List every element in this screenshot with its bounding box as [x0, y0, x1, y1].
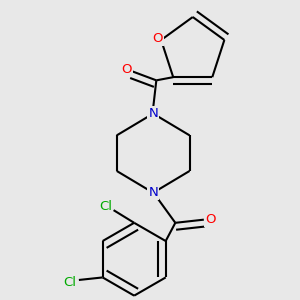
Text: O: O	[121, 63, 131, 76]
Text: N: N	[148, 107, 158, 120]
Text: O: O	[206, 212, 216, 226]
Text: O: O	[152, 32, 163, 45]
Text: N: N	[148, 186, 158, 199]
Text: Cl: Cl	[64, 276, 76, 289]
Text: Cl: Cl	[99, 200, 112, 214]
